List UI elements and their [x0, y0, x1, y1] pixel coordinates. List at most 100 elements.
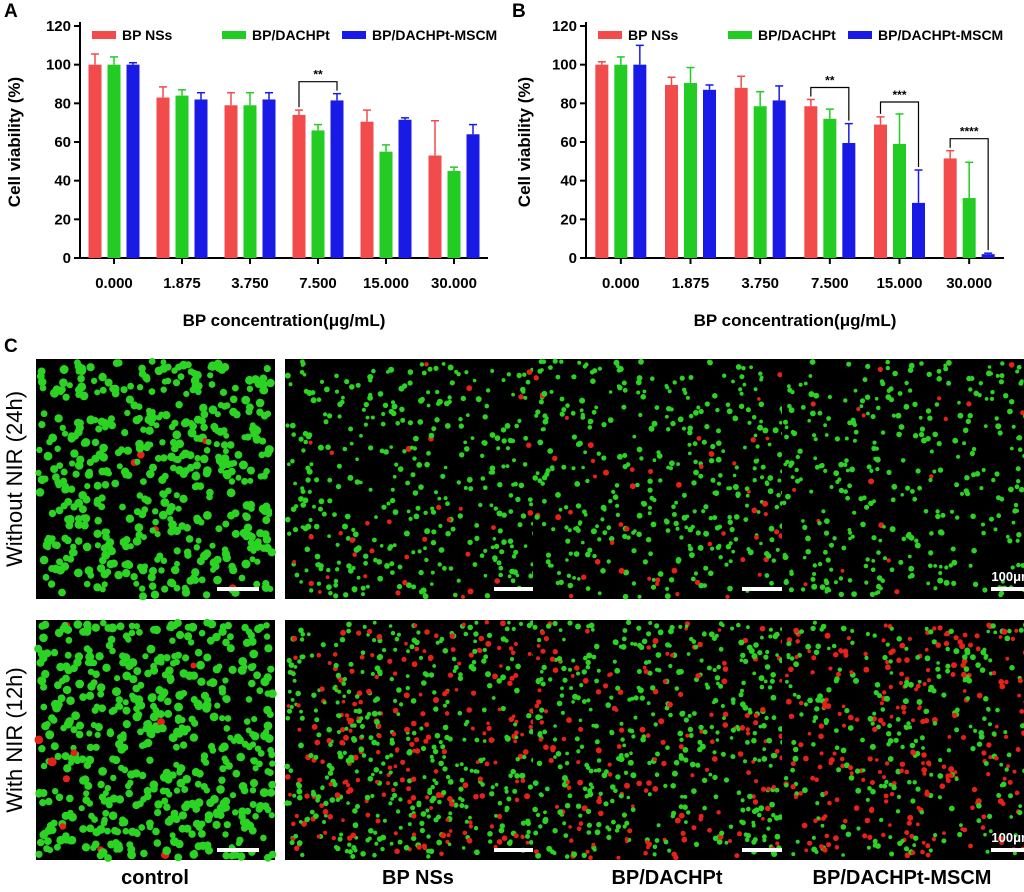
live-cell — [586, 698, 591, 703]
live-cell — [561, 775, 568, 781]
dead-cell — [1005, 656, 1010, 661]
live-cell — [494, 543, 500, 550]
live-cell — [542, 816, 549, 823]
live-cell — [1020, 563, 1024, 568]
live-cell — [188, 622, 198, 632]
live-cell — [581, 540, 585, 545]
live-cell — [111, 826, 119, 835]
dead-cell — [617, 689, 624, 695]
legend-label: BP/DACHPt — [758, 27, 836, 43]
live-cell — [532, 475, 538, 481]
live-cell — [665, 385, 670, 390]
live-cell — [212, 820, 221, 830]
live-cell — [480, 453, 485, 458]
live-cell — [62, 686, 71, 694]
live-cell — [284, 763, 291, 770]
live-cell — [336, 463, 342, 469]
dead-cell — [828, 760, 833, 766]
live-cell — [419, 820, 425, 827]
live-cell — [517, 418, 522, 423]
live-cell — [81, 438, 91, 447]
live-cell — [443, 496, 448, 501]
live-cell — [718, 683, 724, 689]
live-cell — [447, 842, 452, 847]
live-cell — [299, 715, 305, 721]
live-cell — [510, 768, 516, 775]
live-cell — [577, 440, 583, 447]
live-cell — [537, 478, 543, 484]
live-cell — [915, 786, 921, 792]
live-cell — [792, 746, 799, 753]
live-cell — [430, 582, 434, 586]
live-cell — [434, 490, 438, 495]
live-cell — [537, 731, 543, 736]
dead-cell — [889, 714, 894, 719]
live-cell — [633, 642, 638, 647]
live-cell — [483, 654, 489, 660]
live-cell — [458, 786, 464, 792]
dead-cell — [794, 795, 798, 800]
live-cell — [207, 372, 214, 379]
live-cell — [40, 703, 48, 711]
live-cell — [872, 842, 878, 848]
live-cell — [647, 505, 653, 510]
live-cell — [764, 573, 770, 578]
live-cell — [249, 801, 257, 808]
dead-cell — [774, 748, 780, 754]
live-cell — [140, 426, 147, 433]
live-cell — [795, 454, 800, 460]
live-cell — [550, 849, 555, 855]
live-cell — [287, 462, 291, 467]
live-cell — [41, 669, 50, 679]
live-cell — [121, 429, 129, 437]
live-cell — [561, 407, 567, 413]
live-cell — [187, 639, 195, 646]
dead-cell — [824, 790, 829, 795]
live-cell — [676, 669, 683, 675]
live-cell — [576, 749, 581, 754]
live-cell — [511, 392, 515, 397]
bar — [633, 64, 647, 259]
live-cell — [560, 710, 565, 715]
dead-cell — [807, 649, 811, 653]
live-cell — [470, 666, 477, 672]
live-cell — [745, 740, 750, 745]
live-cell — [748, 648, 755, 654]
live-cell — [318, 563, 324, 569]
live-cell — [246, 403, 254, 412]
dead-cell — [291, 821, 296, 827]
live-cell — [751, 653, 758, 660]
live-cell — [344, 726, 349, 731]
live-cell — [418, 569, 424, 576]
live-cell — [912, 780, 917, 785]
live-cell — [652, 844, 658, 850]
live-cell — [519, 772, 526, 779]
live-cell — [693, 409, 699, 416]
live-cell — [488, 839, 493, 844]
live-cell — [960, 491, 964, 496]
live-cell — [522, 754, 527, 760]
live-cell — [731, 379, 735, 384]
live-cell — [210, 566, 216, 573]
live-cell — [541, 521, 547, 527]
live-cell — [64, 498, 73, 506]
dead-cell — [286, 704, 291, 708]
live-cell — [433, 817, 439, 823]
dead-cell — [413, 623, 418, 628]
live-cell — [740, 798, 745, 803]
live-cell — [555, 751, 562, 757]
live-cell — [200, 783, 208, 791]
live-cell — [494, 814, 498, 818]
dead-cell — [707, 827, 712, 833]
live-cell — [75, 721, 85, 730]
live-cell — [235, 840, 242, 847]
live-cell — [368, 735, 374, 741]
live-cell — [465, 719, 470, 725]
dead-cell — [994, 755, 999, 761]
live-cell — [382, 648, 387, 653]
live-cell — [759, 684, 765, 690]
live-cell — [416, 462, 423, 468]
live-cell — [557, 809, 564, 816]
dead-cell — [494, 578, 501, 584]
significance-label: *** — [892, 88, 906, 102]
